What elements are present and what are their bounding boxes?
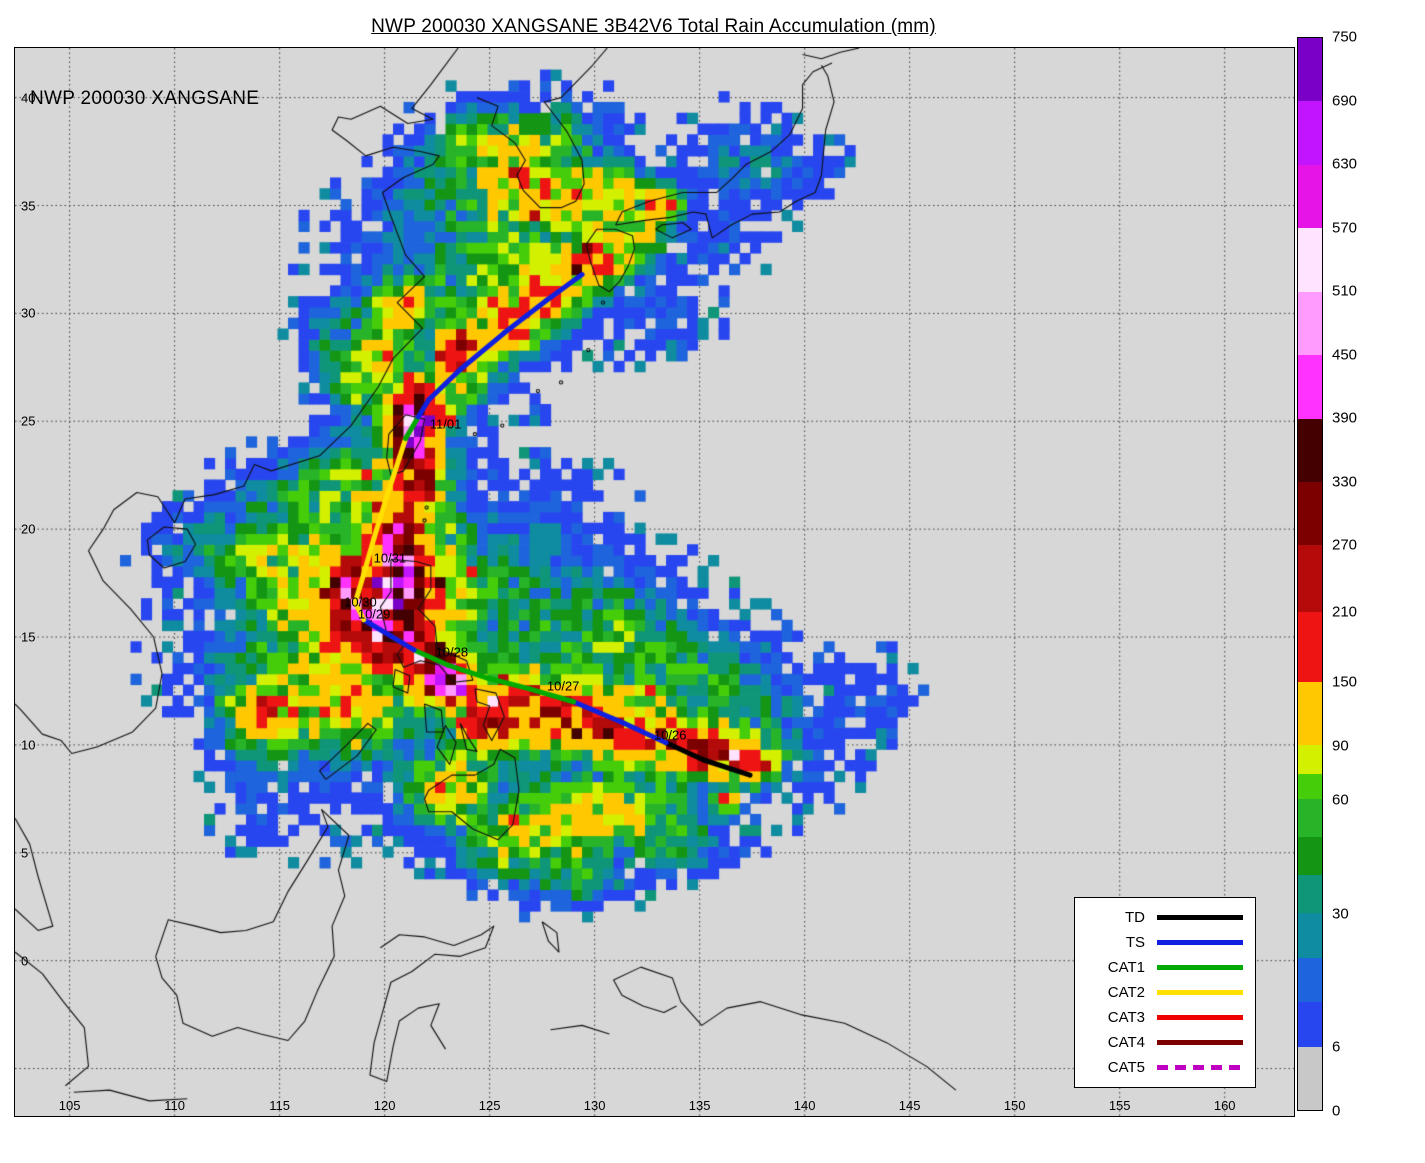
legend-entry-line — [1157, 990, 1243, 995]
lon-tick-label: 145 — [898, 1098, 921, 1113]
lat-tick-label: 30 — [21, 305, 36, 321]
colorbar-segment — [1298, 418, 1322, 482]
colorbar-bar — [1297, 37, 1323, 1111]
colorbar-segment — [1298, 837, 1322, 876]
lat-tick-label: 20 — [21, 521, 36, 537]
storm-id-label: NWP 200030 XANGSANE — [30, 88, 260, 109]
legend-entry-label: CAT3 — [1107, 1009, 1145, 1026]
colorbar-tick-label: 630 — [1332, 155, 1358, 173]
legend-row-cat4: CAT4 — [1085, 1030, 1243, 1055]
legend-row-td: TD — [1085, 905, 1243, 930]
lon-tick-label: 135 — [688, 1098, 711, 1113]
lon-tick-label: 105 — [58, 1098, 81, 1113]
track-date-label: 11/01 — [429, 416, 462, 432]
colorbar-tick-label: 150 — [1332, 673, 1358, 691]
colorbar-tick-label: 570 — [1332, 219, 1358, 237]
legend-row-ts: TS — [1085, 930, 1243, 955]
colorbar-tick-label: 390 — [1332, 409, 1358, 427]
lat-tick-label: 35 — [21, 198, 36, 213]
colorbar-segment — [1298, 875, 1322, 914]
lon-tick-label: 155 — [1108, 1098, 1131, 1113]
colorbar: 750 690 630 570 510 450 390 330 270 210 150 90 60 30 6… — [1297, 29, 1422, 1120]
colorbar-segment — [1298, 355, 1322, 419]
legend-entry-label: CAT1 — [1107, 959, 1145, 976]
legend-entry-line — [1157, 1065, 1243, 1070]
colorbar-tick-label: 690 — [1332, 92, 1358, 110]
legend-row-cat2: CAT2 — [1085, 980, 1243, 1005]
legend-entry-label: TS — [1125, 934, 1145, 951]
colorbar-tick-label: 330 — [1332, 473, 1358, 491]
colorbar-segment — [1298, 1002, 1322, 1047]
track-date-label: 10/31 — [373, 550, 407, 566]
legend-row-cat1: CAT1 — [1085, 955, 1243, 980]
map-plot-area: NWP 200030 XANGSANE TD TS CAT1 CAT2 CAT3 CAT4… — [14, 47, 1295, 1117]
legend-entry-line — [1157, 1040, 1243, 1045]
colorbar-tick-label: 0 — [1332, 1102, 1341, 1120]
track-date-label: 10/27 — [546, 678, 580, 694]
track-category-legend: TD TS CAT1 CAT2 CAT3 CAT4 CAT5 — [1074, 897, 1256, 1088]
lat-tick-label: 0 — [21, 953, 29, 969]
track-date-label: 10/26 — [653, 727, 687, 743]
colorbar-segment — [1298, 101, 1322, 165]
legend-entry-label: CAT4 — [1107, 1034, 1145, 1051]
chart-title: NWP 200030 XANGSANE 3B42V6 Total Rain Ac… — [371, 16, 936, 37]
colorbar-segment — [1298, 1046, 1322, 1110]
lon-tick-label: 125 — [478, 1098, 501, 1113]
colorbar-segment — [1298, 482, 1322, 546]
colorbar-tick-label: 60 — [1332, 791, 1349, 809]
colorbar-segment — [1298, 38, 1322, 102]
lat-tick-label: 10 — [21, 737, 36, 753]
legend-entry-line — [1157, 965, 1243, 970]
lon-tick-label: 120 — [373, 1098, 396, 1113]
colorbar-tick-label: 6 — [1332, 1038, 1341, 1056]
track-date-label: 10/28 — [435, 644, 469, 660]
colorbar-segment — [1298, 745, 1322, 774]
legend-entry-line — [1157, 1015, 1243, 1020]
legend-row-cat5: CAT5 — [1085, 1055, 1243, 1080]
lon-tick-label: 150 — [1003, 1098, 1026, 1113]
lat-tick-label: 5 — [21, 845, 29, 861]
lat-tick-label: 25 — [21, 413, 36, 429]
legend-entry-label: TD — [1125, 909, 1145, 926]
lon-tick-label: 140 — [793, 1098, 816, 1113]
colorbar-segment — [1298, 799, 1322, 838]
lon-tick-label: 130 — [583, 1098, 606, 1113]
lon-tick-label: 115 — [269, 1098, 290, 1113]
colorbar-segment — [1298, 681, 1322, 746]
lat-tick-label: 15 — [21, 629, 36, 645]
colorbar-tick-label: 750 — [1332, 28, 1358, 46]
colorbar-segment — [1298, 773, 1322, 800]
track-date-label: 10/29 — [357, 606, 391, 622]
colorbar-segment — [1298, 957, 1322, 1003]
lat-tick-label: 40 — [21, 90, 36, 106]
colorbar-tick-label: 510 — [1332, 282, 1358, 300]
colorbar-segment — [1298, 291, 1322, 356]
legend-entry-line — [1157, 940, 1243, 945]
legend-row-cat3: CAT3 — [1085, 1005, 1243, 1030]
colorbar-segment — [1298, 545, 1322, 613]
colorbar-tick-label: 90 — [1332, 737, 1349, 755]
legend-entry-label: CAT2 — [1107, 984, 1145, 1001]
colorbar-tick-label: 30 — [1332, 905, 1349, 923]
lon-tick-label: 110 — [164, 1098, 185, 1113]
legend-entry-line — [1157, 915, 1243, 920]
legend-entry-label: CAT5 — [1107, 1059, 1145, 1076]
colorbar-tick-label: 210 — [1332, 603, 1358, 621]
colorbar-tick-label: 270 — [1332, 536, 1358, 554]
colorbar-tick-label: 450 — [1332, 346, 1358, 364]
track-date-label: 10/30 — [344, 594, 377, 610]
colorbar-segment — [1298, 164, 1322, 229]
colorbar-segment — [1298, 228, 1322, 292]
colorbar-segment — [1298, 913, 1322, 958]
colorbar-segment — [1298, 612, 1322, 682]
lon-tick-label: 160 — [1213, 1098, 1236, 1113]
